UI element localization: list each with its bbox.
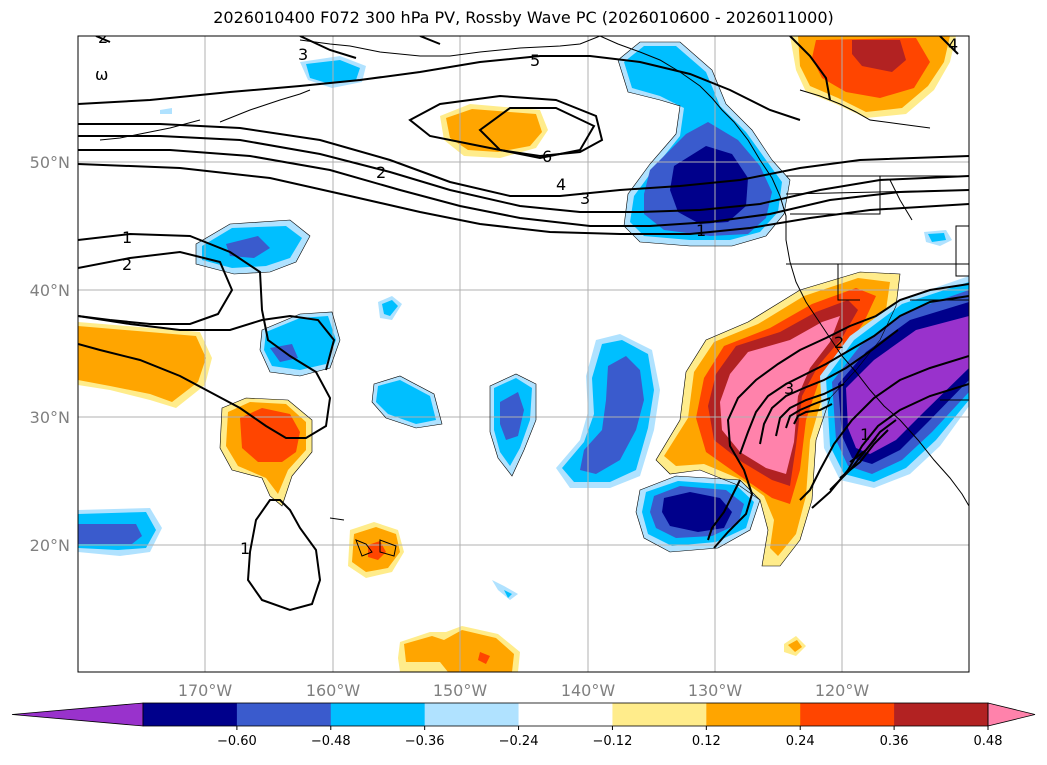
anomaly-negative-northwest: [618, 42, 790, 246]
lon-label: 130°W: [688, 681, 743, 700]
anomaly-positive-165w: [220, 398, 312, 506]
contour-label: 3: [298, 45, 308, 64]
colorbar-tick-label: 0.12: [692, 734, 721, 749]
anomaly-negative-midpacific: [490, 374, 536, 476]
contour-label: 2: [122, 255, 132, 274]
lat-label: 20°N: [30, 536, 70, 555]
lon-label: 120°W: [815, 681, 870, 700]
colorbar-tick-label: 0.48: [974, 734, 1003, 749]
colorbar-segment: [800, 703, 895, 726]
colorbar-segment: [518, 703, 613, 726]
lat-label: 30°N: [30, 408, 70, 427]
colorbar-tick-label: −0.48: [311, 734, 351, 749]
colorbar-segment: [894, 703, 989, 726]
contour-label: 5: [530, 51, 540, 70]
anomaly-negative-west: [78, 56, 952, 600]
lon-label: 140°W: [561, 681, 616, 700]
anomaly-negative-southwest-us: [820, 276, 969, 488]
contour-label: 1: [240, 539, 250, 558]
pv-contours: [78, 36, 969, 612]
contour-label: 2: [98, 28, 108, 47]
colorbar-tick-label: −0.60: [217, 734, 257, 749]
lat-label: 50°N: [30, 153, 70, 172]
anomaly-positive-north: [440, 104, 548, 158]
contour-label: 1: [696, 221, 706, 240]
map-title: 2026010400 F072 300 hPa PV, Rossby Wave …: [213, 8, 834, 27]
contour-label: 4: [948, 35, 958, 54]
anomaly-positive-hawaii: [348, 522, 404, 578]
colorbar-extend-max: [987, 702, 1036, 727]
colorbar-tick-label: 0.24: [786, 734, 815, 749]
anomaly-positive-south: [398, 626, 520, 672]
colorbar-segment: [143, 703, 238, 726]
anomaly-positive-small: [784, 636, 806, 656]
colorbar-outline: [142, 702, 989, 727]
contour-label: ω: [95, 65, 108, 84]
contour-labels: 2 ω 3 5 6 2 4 3 1 1 2 3 2 1 1 4: [95, 28, 958, 558]
colorbar-tick-label: −0.36: [405, 734, 445, 749]
anomaly-outlines: [195, 41, 901, 567]
colorbar-segment: [706, 703, 801, 726]
colorbar-segment: [330, 703, 426, 726]
lat-label: 40°N: [30, 281, 70, 300]
anomaly-negative-south-center: [636, 476, 760, 552]
colorbar: −0.60 −0.48 −0.36 −0.24 −0.12 0.12 0.24 0.36 0.4…: [11, 702, 1036, 749]
colorbar-extend-min: [11, 702, 144, 727]
longitude-axis: 170°W 160°W 150°W 140°W 130°W 120°W: [178, 681, 870, 700]
latitude-axis: 50°N 40°N 30°N 20°N: [30, 153, 70, 555]
lon-label: 170°W: [178, 681, 233, 700]
contour-label: 1: [122, 228, 132, 247]
contour-label: 2: [376, 163, 386, 182]
contour-label: 3: [784, 379, 794, 398]
colorbar-tick-label: 0.36: [880, 734, 909, 749]
colorbar-tick-label: −0.24: [499, 734, 539, 749]
contour-label: 4: [556, 175, 566, 194]
colorbar-segment: [236, 703, 332, 726]
lon-label: 160°W: [306, 681, 361, 700]
anomaly-positive-west: [78, 322, 212, 408]
colorbar-segment: [612, 703, 707, 726]
colorbar-segment: [424, 703, 520, 726]
contour-label: 2: [834, 333, 844, 352]
contour-label: 3: [580, 189, 590, 208]
lon-label: 150°W: [433, 681, 488, 700]
colorbar-tick-label: −0.12: [593, 734, 633, 749]
anomaly-negative-central: [556, 334, 660, 488]
contour-label: 1: [860, 425, 870, 444]
contour-label: 6: [542, 147, 552, 166]
map-frame: [77, 35, 970, 673]
